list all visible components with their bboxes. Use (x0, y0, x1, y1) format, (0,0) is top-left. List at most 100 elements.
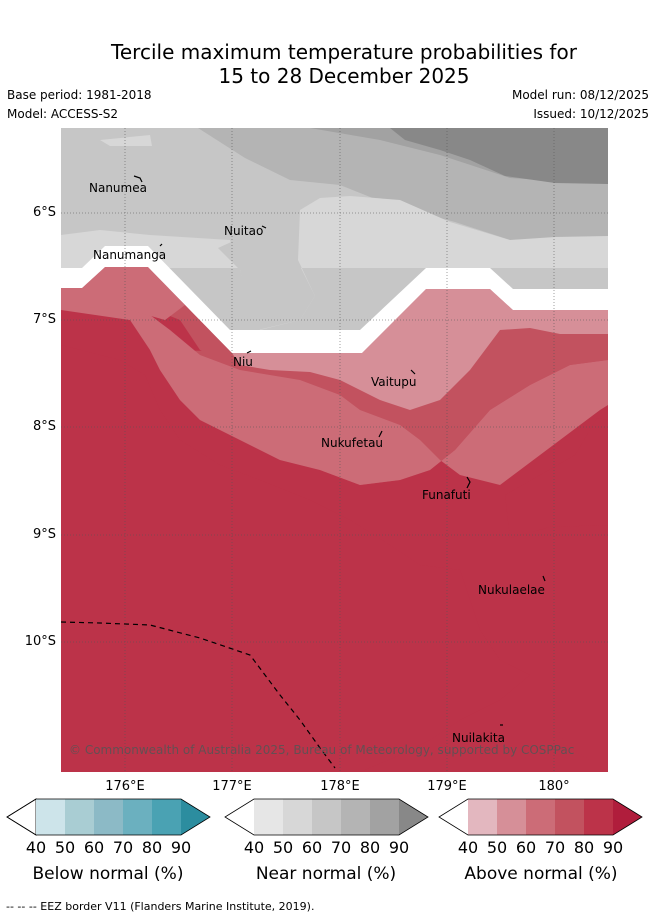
lat-label-10s: 10°S (24, 634, 56, 649)
lon-label-179e: 179°E (427, 779, 467, 794)
cbar-tick: 90 (603, 838, 623, 857)
cbar-segment (526, 799, 555, 835)
islands (133, 175, 546, 726)
map-plot: Nanumea Nuitao Nanumanga Niu Vaitupu Nuk… (61, 128, 608, 772)
lat-label-9s: 9°S (32, 527, 56, 542)
cbar-segment (497, 799, 526, 835)
cbar-segment (225, 799, 254, 835)
lon-label-176e: 176°E (105, 779, 145, 794)
cbar-segment (36, 799, 65, 835)
cbar-segment (370, 799, 399, 835)
nukufetau-island (378, 430, 383, 438)
colorbar-near (224, 798, 429, 836)
cbar-segment (399, 799, 428, 835)
cbar-outline (6, 798, 211, 836)
place-label: Vaitupu (371, 375, 417, 389)
above-normal-80-southeast (552, 700, 608, 760)
cbar-tick: 40 (26, 838, 46, 857)
cbar-tick: 70 (113, 838, 133, 857)
cbar-title-above: Above normal (%) (464, 864, 618, 884)
nukulaelae-island (542, 575, 546, 582)
place-label: Nukufetau (321, 436, 383, 450)
cbar-segment (613, 799, 642, 835)
colorbar-above (438, 798, 643, 836)
cbar-segment (283, 799, 312, 835)
place-label: Nuitao (224, 224, 263, 238)
above-normal-80-east (505, 418, 608, 538)
place-labels: Nanumea Nuitao Nanumanga Niu Vaitupu Nuk… (89, 181, 545, 745)
near-normal-60-zone-b (61, 196, 608, 330)
colorbar-below (6, 798, 211, 836)
cbar-tick: 80 (142, 838, 162, 857)
niu-island (246, 350, 252, 354)
cbar-segment (584, 799, 613, 835)
vaitupu-island (410, 369, 416, 375)
cbar-segment (312, 799, 341, 835)
cbar-tick: 50 (273, 838, 293, 857)
copyright-notice: © Commonwealth of Australia 2025, Bureau… (69, 743, 574, 757)
eez-legend-note: -- -- -- EEZ border V11 (Flanders Marine… (6, 900, 315, 913)
nanumanga-island (159, 243, 163, 247)
nuitao-island (261, 225, 267, 229)
above-normal-80-core (61, 345, 530, 772)
place-label: Nanumanga (93, 248, 166, 262)
cbar-segment (152, 799, 181, 835)
base-period: Base period: 1981-2018 (7, 88, 152, 102)
cbar-tick: 60 (302, 838, 322, 857)
place-label: Nanumea (89, 181, 147, 195)
cbar-segment (468, 799, 497, 835)
near-normal-70-inner (218, 238, 315, 330)
cbar-tick: 40 (244, 838, 264, 857)
place-label: Funafuti (422, 488, 471, 502)
title-line-2: 15 to 28 December 2025 (218, 64, 470, 88)
cbar-segment (254, 799, 283, 835)
cbar-outline (438, 798, 643, 836)
lon-label-180: 180° (538, 779, 570, 794)
cbar-tick: 80 (360, 838, 380, 857)
cbar-tick: 70 (331, 838, 351, 857)
map-title: Tercile maximum temperature probabilitie… (0, 40, 655, 88)
above-normal-60-zone (61, 300, 608, 485)
place-label: Niu (233, 355, 253, 369)
cbar-segment (123, 799, 152, 835)
nanumea-island (133, 175, 143, 183)
lon-label-178e: 178°E (320, 779, 360, 794)
cbar-tick: 70 (545, 838, 565, 857)
cbar-title-near: Near normal (%) (255, 864, 397, 884)
cbar-segment (341, 799, 370, 835)
lat-label-8s: 8°S (32, 419, 56, 434)
lat-label-6s: 6°S (32, 205, 56, 220)
cbar-segment (6, 798, 37, 836)
model-name: Model: ACCESS-S2 (7, 107, 119, 121)
cbar-segment (65, 799, 94, 835)
cbar-tick: 40 (458, 838, 478, 857)
lat-label-7s: 7°S (32, 312, 56, 327)
above-normal-60-zone-b (61, 267, 185, 320)
funafuti-island (466, 476, 471, 489)
cbar-tick: 60 (516, 838, 536, 857)
cbar-outline (224, 798, 429, 836)
cbar-segment (555, 799, 584, 835)
cbar-tick: 50 (487, 838, 507, 857)
above-normal-50-zone (232, 289, 608, 410)
place-label: Nukulaelae (478, 583, 545, 597)
issued-date: Issued: 10/12/2025 (533, 107, 649, 121)
cbar-tick: 90 (389, 838, 409, 857)
place-label: Nuilakita (452, 731, 505, 745)
cbar-segment (439, 799, 468, 835)
cbar-tick: 60 (84, 838, 104, 857)
eez-border (61, 621, 336, 769)
graticule (61, 128, 608, 772)
lon-label-177e: 177°E (212, 779, 252, 794)
cbar-segment (94, 799, 123, 835)
cbar-tick: 90 (171, 838, 191, 857)
no-dominant-band (61, 246, 608, 353)
cbar-tick: 50 (55, 838, 75, 857)
cbar-tick: 80 (574, 838, 594, 857)
cbar-tick-labels: 40 50 60 70 80 90 40 50 60 70 80 90 40 5… (26, 838, 623, 857)
cbar-segment (181, 799, 210, 835)
model-run: Model run: 08/12/2025 (511, 88, 649, 102)
title-line-1: Tercile maximum temperature probabilitie… (111, 40, 577, 64)
near-normal-90-zone (390, 128, 608, 184)
